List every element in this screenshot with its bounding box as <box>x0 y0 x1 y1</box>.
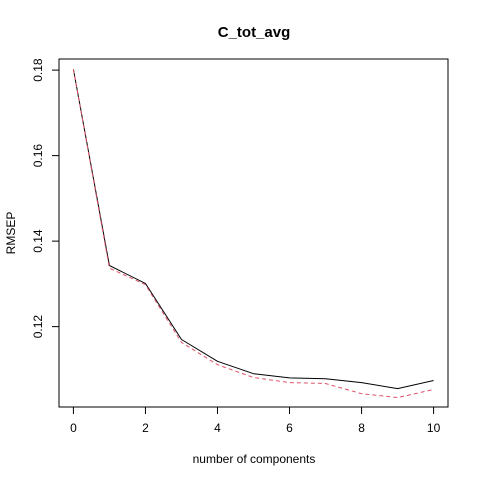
x-tick-label: 4 <box>214 421 221 435</box>
series-0-point <box>289 377 290 378</box>
y-tick-label: 0.16 <box>31 144 45 168</box>
series-0-point <box>433 380 434 381</box>
solid-series-line <box>72 69 434 390</box>
y-tick-label: 0.14 <box>31 229 45 253</box>
y-tick-label: 0.18 <box>31 58 45 82</box>
x-tick-label: 0 <box>70 421 77 435</box>
series-1-point <box>181 342 182 343</box>
series-1-point <box>217 364 218 365</box>
series-0-point <box>253 373 254 374</box>
series-0-point <box>217 361 218 362</box>
y-axis-label: RMSEP <box>4 212 18 255</box>
series-1-point <box>397 397 398 398</box>
series-1-point <box>289 382 290 383</box>
y-tick-label: 0.12 <box>31 315 45 339</box>
series-0-point <box>145 283 146 284</box>
series-0-point <box>325 378 326 379</box>
x-axis-label: number of components <box>193 452 316 466</box>
x-tick-label: 6 <box>286 421 293 435</box>
series-layer <box>72 69 434 399</box>
series-1-point <box>109 268 110 269</box>
series-1-point <box>325 383 326 384</box>
series-1-point <box>145 284 146 285</box>
series-1-point <box>253 377 254 378</box>
series-1-point <box>73 69 74 70</box>
chart-title: C_tot_avg <box>218 24 291 41</box>
y-axis: 0.12 0.14 0.16 0.18 <box>31 58 60 339</box>
series-1-point <box>361 393 362 394</box>
x-tick-label: 10 <box>427 421 441 435</box>
series-0-point <box>181 339 182 340</box>
series-0-point <box>397 388 398 389</box>
dashed-series-line <box>72 69 434 399</box>
x-tick-label: 2 <box>142 421 149 435</box>
series-1-point <box>433 389 434 390</box>
x-axis: 0 2 4 6 8 10 <box>70 406 441 435</box>
x-tick-label: 8 <box>358 421 365 435</box>
series-0-point <box>361 382 362 383</box>
